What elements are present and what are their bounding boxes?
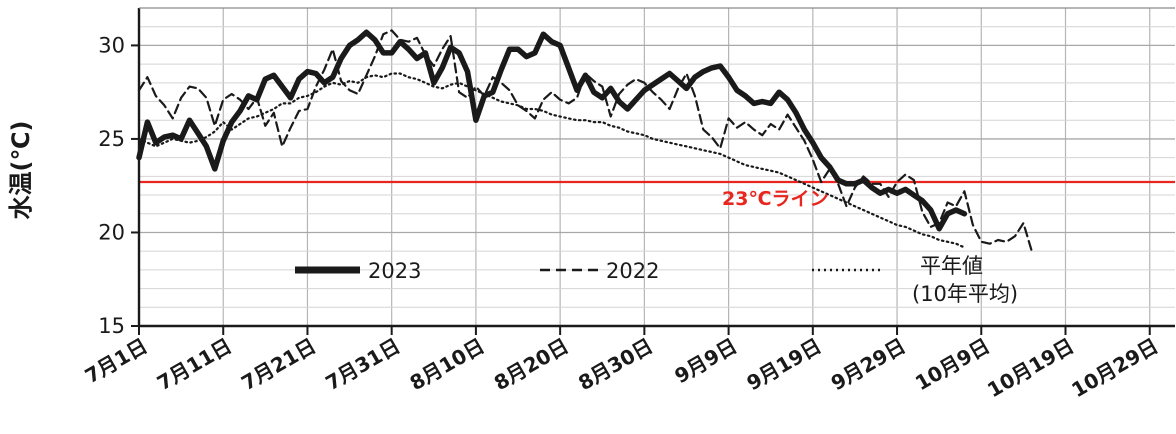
axes: [137, 7, 1175, 328]
legend-label-normal-note: (10年平均): [912, 282, 1018, 306]
x-tick-label: 9月29日: [827, 334, 910, 396]
series-line-normal: [137, 72, 966, 249]
y-tick-label: 25: [98, 127, 125, 151]
y-tick-label: 20: [98, 220, 125, 244]
x-tick-label: 7月11日: [153, 334, 236, 396]
reference-line-label: 23℃ライン: [722, 188, 828, 210]
x-tick-label: 8月30日: [574, 334, 657, 396]
x-tick-label: 8月20日: [490, 334, 573, 396]
x-tick-label: 7月21日: [237, 334, 320, 396]
x-tick-label: 9月19日: [743, 334, 826, 396]
x-tick-label: 9月9日: [670, 334, 741, 389]
series-layer: [136, 29, 1033, 253]
x-tick-label: 10月29日: [1067, 334, 1162, 403]
x-tick-label: 8月10日: [406, 334, 489, 396]
legend-label-2023: 2023: [368, 259, 421, 283]
series-line-2022: [137, 29, 1033, 253]
series-line-2023: [136, 29, 968, 232]
x-tick-label: 7月1日: [81, 334, 152, 389]
y-axis-label: 水温(℃): [7, 121, 35, 220]
x-tick-label: 10月19日: [983, 334, 1078, 403]
legend-label-2022: 2022: [606, 259, 659, 283]
x-tick-label: 7月31日: [321, 334, 404, 396]
x-tick-label: 10月9日: [911, 334, 994, 396]
y-tick-label: 30: [98, 33, 125, 57]
tick-labels: 15 20 25 30 7月1日 7月11日 7月21日 7月31日 8月10日 8月20日 8月3…: [81, 33, 1162, 402]
y-tick-label: 15: [98, 314, 125, 338]
legend: 2023 2022 平年値 (10年平均): [295, 254, 1018, 306]
legend-label-normal: 平年値: [920, 254, 983, 278]
